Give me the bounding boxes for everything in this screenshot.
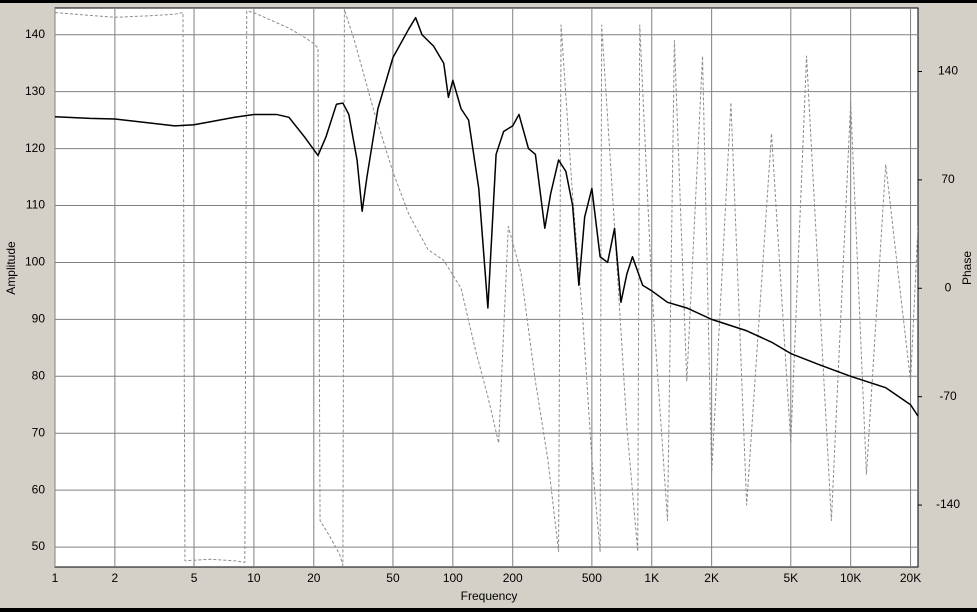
- x-tick-label: 50: [386, 571, 400, 585]
- plot-lines: [55, 9, 918, 566]
- y-tick-label: 90: [32, 312, 46, 326]
- y-tick-label: 80: [32, 368, 46, 382]
- x-tick-label: 2: [112, 571, 119, 585]
- x-tick-label: 1: [52, 571, 59, 585]
- x-tick-label: 5: [191, 571, 198, 585]
- y2-tick-label: 70: [941, 172, 955, 186]
- y-tick-label: 60: [32, 482, 46, 496]
- x-axis-label: Frequency: [461, 589, 518, 603]
- y-axis-label: Amplitude: [4, 241, 18, 295]
- x-tick-label: 20K: [900, 571, 921, 585]
- y-tick-label: 50: [32, 539, 46, 553]
- x-tick-label: 20: [307, 571, 321, 585]
- y2-tick-label: 140: [938, 64, 958, 78]
- x-tick-label: 1K: [644, 571, 659, 585]
- x-tick-label: 10: [247, 571, 261, 585]
- y-tick-label: 140: [25, 27, 45, 41]
- window-top-edge: [0, 0, 977, 3]
- window-bottom-edge: [0, 608, 977, 612]
- y2-axis-label: Phase: [960, 251, 974, 285]
- y-tick-label: 70: [32, 425, 46, 439]
- y-tick-label: 130: [25, 84, 45, 98]
- y-tick-label: 100: [25, 255, 45, 269]
- x-tick-label: 2K: [704, 571, 719, 585]
- phase-line: [55, 9, 918, 566]
- x-tick-label: 100: [443, 571, 463, 585]
- y2-tick-label: -70: [939, 389, 957, 403]
- x-tick-label: 200: [503, 571, 523, 585]
- y-tick-label: 120: [25, 141, 45, 155]
- y2-tick-label: -140: [936, 497, 960, 511]
- x-tick-label: 5K: [783, 571, 798, 585]
- x-tick-label: 10K: [840, 571, 861, 585]
- amplitude-line: [55, 16, 918, 417]
- y-tick-label: 110: [26, 198, 45, 212]
- x-tick-label: 500: [582, 571, 602, 585]
- y2-tick-label: 0: [945, 280, 952, 294]
